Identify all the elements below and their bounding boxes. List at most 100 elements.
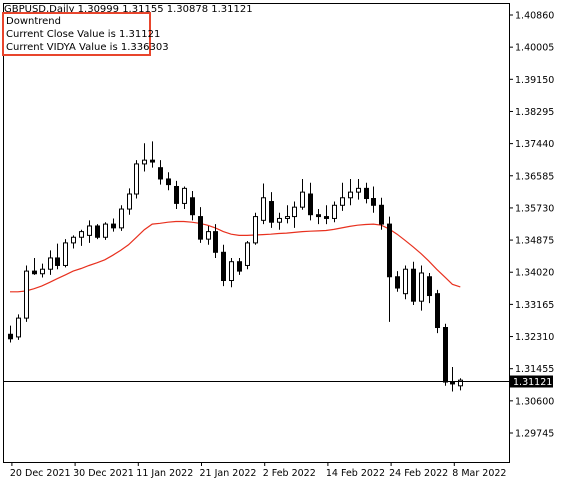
candle [150, 141, 155, 168]
candle-body-bull [206, 231, 211, 240]
candle [340, 182, 345, 211]
candle-body-bear [324, 216, 329, 219]
candle-body-bear [450, 381, 455, 385]
current-price-line: 1.31121 [3, 375, 553, 388]
x-tick-label: 2 Feb 2022 [263, 468, 316, 479]
candle-body-bull [261, 197, 266, 221]
candle [87, 220, 92, 243]
y-tick-label: 1.35730 [515, 203, 554, 214]
candle [79, 229, 84, 246]
candle [277, 212, 282, 230]
x-tick-label: 21 Jan 2022 [200, 468, 257, 479]
candle [24, 265, 29, 322]
candle [245, 241, 250, 270]
candle [443, 323, 448, 386]
candle [8, 325, 13, 343]
candle [379, 197, 384, 230]
candle [371, 186, 376, 213]
candle [206, 225, 211, 245]
candle [48, 250, 53, 275]
y-tick-label: 1.31455 [515, 364, 554, 375]
y-tick-label: 1.38295 [515, 107, 554, 118]
candle-body-bear [395, 276, 400, 289]
candle-body-bear [364, 187, 369, 200]
y-tick-label: 1.29745 [515, 429, 554, 440]
candle-body-bear [443, 327, 448, 383]
candle-body-bull [300, 191, 305, 208]
y-tick-label: 1.39150 [515, 75, 554, 86]
candle [229, 257, 234, 288]
current-price-label: 1.31121 [513, 377, 552, 388]
candle-body-bear [166, 178, 171, 186]
candle-body-bull [340, 197, 345, 206]
candle [364, 182, 369, 204]
candle-body-bear [379, 204, 384, 225]
candle [308, 182, 313, 221]
candle [427, 272, 432, 304]
candle-body-bull [119, 208, 124, 229]
candle-body-bull [292, 206, 297, 218]
candle [292, 201, 297, 228]
candle-body-bull [134, 163, 139, 195]
candle [134, 160, 139, 199]
candle [71, 235, 76, 249]
candle [411, 261, 416, 305]
candle-body-bear [198, 216, 203, 240]
x-tick-label: 14 Feb 2022 [326, 468, 385, 479]
candle-body-bear [158, 167, 163, 180]
candle [458, 378, 463, 391]
candle-body-bear [316, 214, 321, 218]
candle-body-bear [174, 185, 179, 204]
candle-body-bull [348, 191, 353, 199]
candle [166, 172, 171, 191]
trend-info-text: Downtrend Current Close Value is 1.31121… [6, 15, 169, 54]
candle-body-bull [142, 159, 147, 165]
candle [158, 160, 163, 185]
current-price-badge [510, 375, 553, 388]
candle [237, 257, 242, 275]
candle-body-bull [356, 187, 361, 193]
candle-body-bull [16, 317, 21, 338]
candle-body-bull [229, 261, 234, 282]
candle [332, 201, 337, 223]
candle-body-bear [411, 268, 416, 302]
candle [198, 207, 203, 243]
candle [174, 180, 179, 210]
y-tick-label: 1.34020 [515, 268, 554, 279]
candle-body-bull [48, 257, 53, 270]
candle-body-bear [8, 333, 13, 340]
vidya-value-label: Current VIDYA Value is 1.336303 [6, 42, 169, 53]
candle [269, 192, 274, 228]
candle [32, 257, 37, 275]
candle-body-bear [427, 276, 432, 297]
close-value-label: Current Close Value is 1.31121 [6, 29, 161, 40]
candle-body-bear [95, 225, 100, 238]
vidya-indicator-line [10, 220, 461, 293]
candle [142, 143, 147, 172]
candle-body-bear [111, 223, 116, 229]
x-tick-label: 8 Mar 2022 [452, 468, 506, 479]
candle [63, 239, 68, 268]
x-tick-label: 11 Jan 2022 [136, 468, 193, 479]
candle [419, 265, 424, 311]
candle-body-bear [55, 257, 60, 266]
x-tick-label: 20 Dec 2021 [10, 468, 71, 479]
candle-body-bear [435, 293, 440, 329]
candle-body-bull [103, 223, 108, 238]
time-axis: 20 Dec 2021 30 Dec 2021 11 Jan 2022 21 Jan … [10, 462, 506, 479]
candle [127, 188, 132, 215]
candle [253, 212, 258, 245]
candle [285, 205, 290, 224]
candle-body-bear [32, 270, 37, 275]
candle-body-bull [40, 268, 45, 275]
candle [16, 314, 21, 340]
y-tick-label: 1.40005 [515, 43, 554, 54]
candle [182, 186, 187, 210]
y-tick-label: 1.40860 [515, 11, 554, 22]
chart-header-ohlc: GBPUSD,Daily 1.30999 1.31155 1.30878 1.3… [4, 4, 253, 15]
x-tick-label: 24 Feb 2022 [389, 468, 448, 479]
candle [55, 243, 60, 270]
candle-body-bull [127, 193, 132, 210]
